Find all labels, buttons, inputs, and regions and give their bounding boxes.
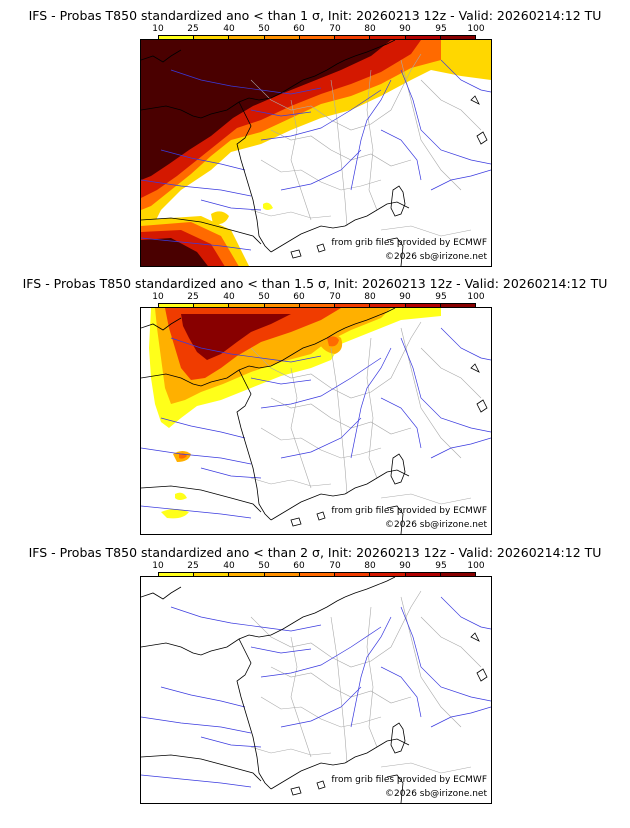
- panel-title: IFS - Probas T850 standardized ano < tha…: [28, 545, 602, 560]
- colorbar-label: 80: [364, 24, 376, 34]
- prob-blob: [175, 492, 187, 500]
- copyright-text: ©2026 sb@irizone.net: [385, 520, 487, 530]
- colorbar-label: 25: [187, 292, 199, 302]
- colorbar-label: 100: [467, 292, 485, 302]
- colorbar-label: 70: [329, 292, 341, 302]
- probability-map: from grib files provided by ECMWF ©2026 …: [140, 39, 492, 267]
- prob-blob: [327, 336, 339, 347]
- probability-map: from grib files provided by ECMWF ©2026 …: [140, 307, 492, 535]
- colorbar-label: 80: [364, 292, 376, 302]
- copyright-text: ©2026 sb@irizone.net: [385, 789, 487, 799]
- prob-area-max: [141, 40, 391, 266]
- colorbar-label: 70: [329, 561, 341, 571]
- colorbar-label: 60: [293, 561, 305, 571]
- copyright-text: ©2026 sb@irizone.net: [385, 252, 487, 262]
- colorbar-label: 25: [187, 561, 199, 571]
- source-credit: from grib files provided by ECMWF: [331, 775, 487, 785]
- colorbar-label: 50: [258, 561, 270, 571]
- colorbar-label: 95: [435, 24, 447, 34]
- colorbar-label: 25: [187, 24, 199, 34]
- colorbar-label: 80: [364, 561, 376, 571]
- prob-area-max: [181, 314, 291, 360]
- colorbar-label: 95: [435, 561, 447, 571]
- panel-title: IFS - Probas T850 standardized ano < tha…: [28, 8, 602, 23]
- prob-blob: [161, 509, 189, 519]
- colorbar-label: 50: [258, 292, 270, 302]
- map-panel-2: IFS - Probas T850 standardized ano < tha…: [0, 276, 630, 544]
- colorbar-label: 70: [329, 24, 341, 34]
- colorbar-label: 90: [399, 561, 411, 571]
- colorbar-label: 50: [258, 24, 270, 34]
- map-graphic: [141, 577, 491, 803]
- probability-map: from grib files provided by ECMWF ©2026 …: [140, 576, 492, 804]
- map-graphic: [141, 308, 491, 534]
- colorbar-label: 40: [223, 561, 235, 571]
- colorbar-label: 95: [435, 292, 447, 302]
- colorbar-label: 10: [152, 292, 164, 302]
- colorbar-label: 100: [467, 24, 485, 34]
- colorbar-label: 60: [293, 24, 305, 34]
- colorbar-label: 10: [152, 24, 164, 34]
- prob-blob: [263, 202, 273, 210]
- map-graphic: [141, 40, 491, 266]
- prob-blob: [211, 211, 229, 225]
- map-panel-1: IFS - Probas T850 standardized ano < tha…: [0, 8, 630, 276]
- colorbar-label: 10: [152, 561, 164, 571]
- colorbar-label: 90: [399, 24, 411, 34]
- source-credit: from grib files provided by ECMWF: [331, 238, 487, 248]
- source-credit: from grib files provided by ECMWF: [331, 506, 487, 516]
- colorbar-label: 40: [223, 292, 235, 302]
- colorbar-label: 40: [223, 24, 235, 34]
- map-panel-3: IFS - Probas T850 standardized ano < tha…: [0, 545, 630, 813]
- colorbar-label: 60: [293, 292, 305, 302]
- colorbar-label: 90: [399, 292, 411, 302]
- colorbar-label: 100: [467, 561, 485, 571]
- panel-title: IFS - Probas T850 standardized ano < tha…: [22, 276, 608, 291]
